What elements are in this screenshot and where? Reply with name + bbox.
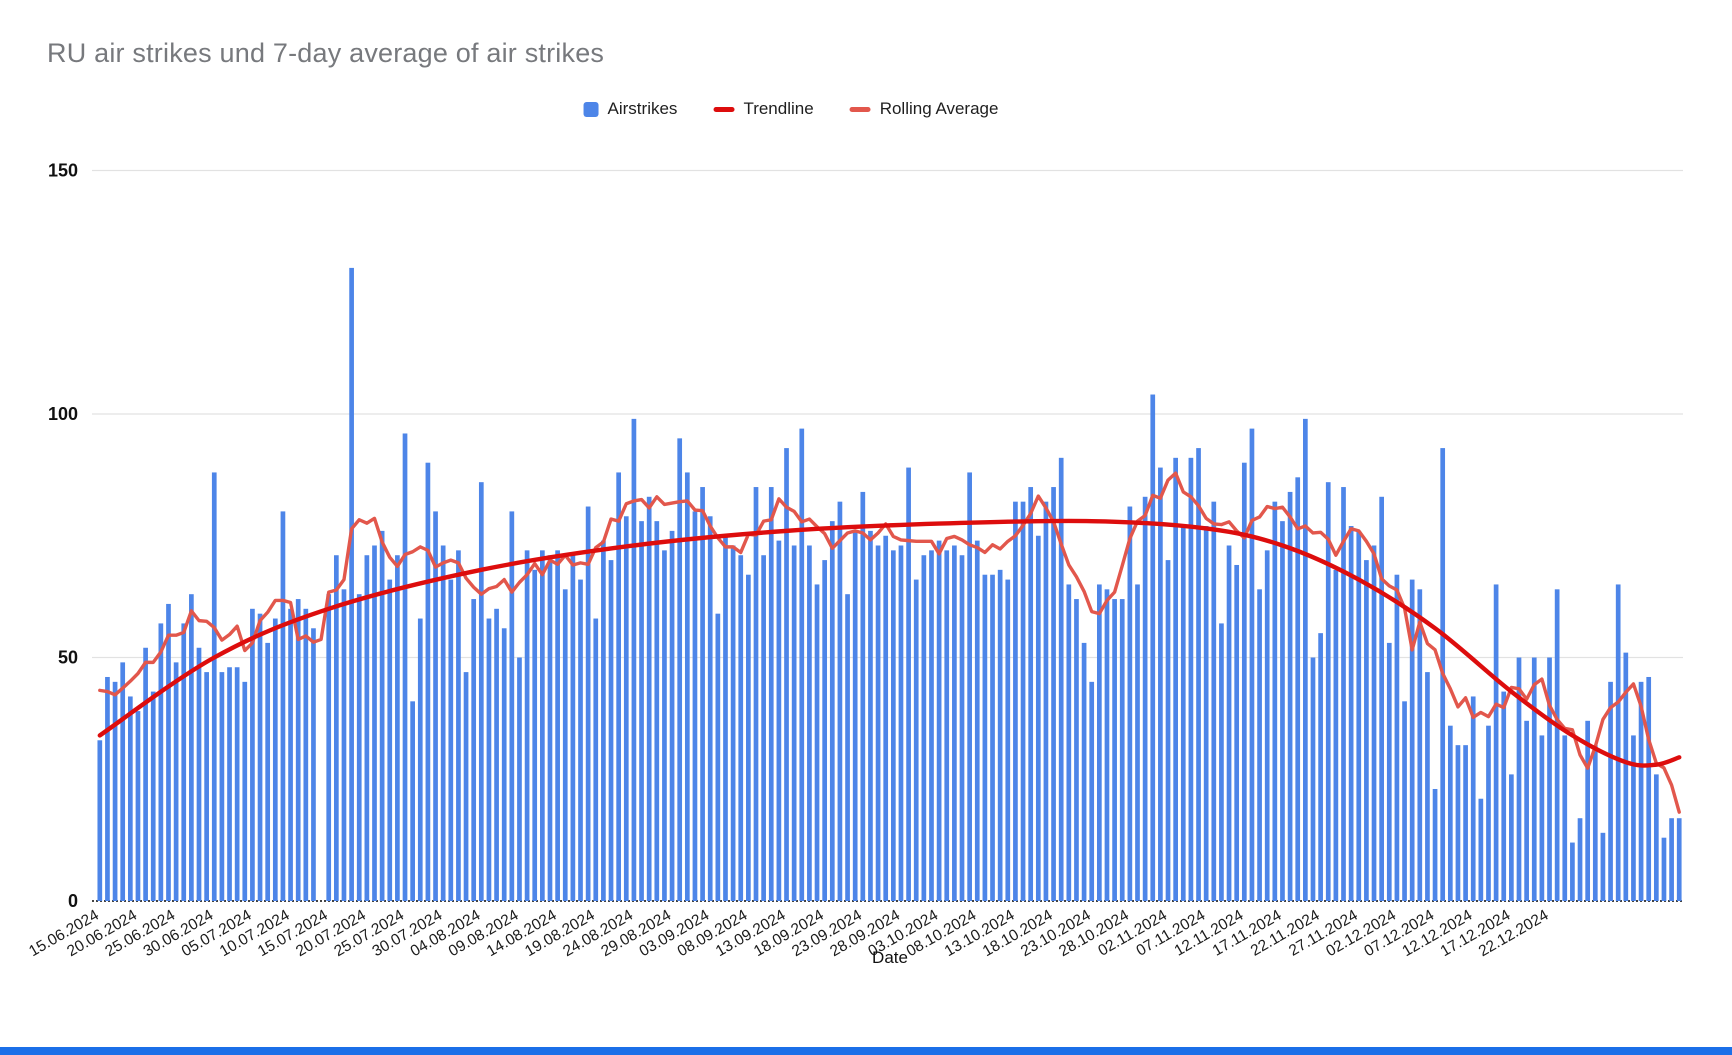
svg-text:50: 50 <box>58 648 78 668</box>
legend-item-airstrikes: Airstrikes <box>583 99 678 119</box>
footer-bar <box>0 1047 1732 1055</box>
svg-text:150: 150 <box>48 161 78 181</box>
legend-airstrikes-label: Airstrikes <box>607 99 678 118</box>
trendline-swatch-icon <box>713 106 735 112</box>
legend-item-rolling: Rolling Average <box>849 99 999 119</box>
airstrikes-swatch-icon <box>583 101 599 117</box>
x-axis-title: Date <box>872 948 908 967</box>
rolling-average-swatch-icon <box>849 106 871 112</box>
svg-text:0: 0 <box>68 891 78 911</box>
svg-text:100: 100 <box>48 404 78 424</box>
legend-item-trendline: Trendline <box>713 99 814 119</box>
chart-title: RU air strikes und 7-day average of air … <box>47 38 605 68</box>
legend-rolling-label: Rolling Average <box>879 99 999 118</box>
legend-trendline-label: Trendline <box>743 99 814 118</box>
legend: Airstrikes Trendline Rolling Average <box>583 99 999 119</box>
